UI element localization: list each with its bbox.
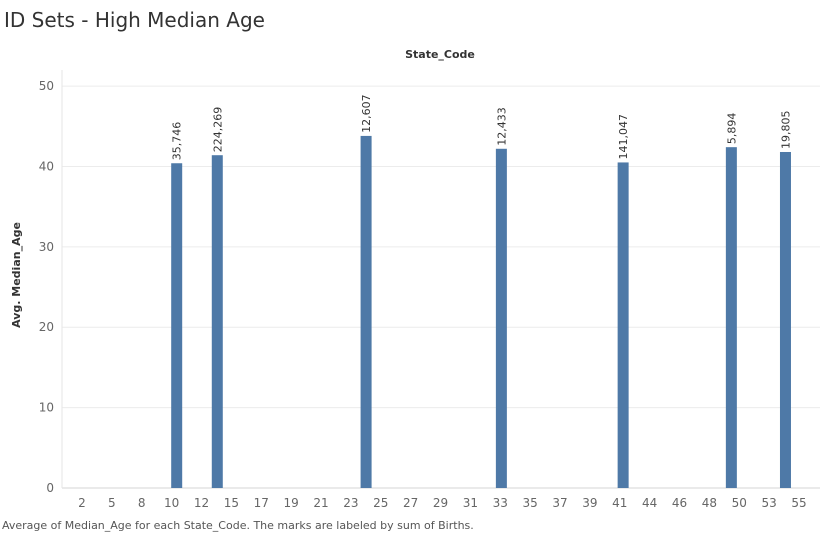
x-tick-label: 35 xyxy=(522,496,537,510)
y-axis-ticks: 0 10 20 30 40 50 xyxy=(39,79,54,495)
x-tick-label: 53 xyxy=(761,496,776,510)
bar-data-label: 12,607 xyxy=(360,94,373,133)
x-tick-label: 50 xyxy=(732,496,747,510)
bar-data-label: 35,746 xyxy=(171,122,184,161)
bar xyxy=(360,135,372,488)
x-tick-label: 12 xyxy=(194,496,209,510)
x-tick-label: 46 xyxy=(672,496,687,510)
x-tick-label: 2 xyxy=(78,496,86,510)
x-tick-label: 19 xyxy=(283,496,298,510)
x-tick-label: 23 xyxy=(343,496,358,510)
bars xyxy=(171,135,791,488)
y-tick-label: 10 xyxy=(39,401,54,415)
x-tick-label: 25 xyxy=(373,496,388,510)
x-tick-label: 37 xyxy=(552,496,567,510)
x-tick-label: 29 xyxy=(433,496,448,510)
y-axis-title: Avg. Median_Age xyxy=(10,222,23,328)
chart-title: ID Sets - High Median Age xyxy=(4,8,265,32)
y-tick-label: 50 xyxy=(39,79,54,93)
x-tick-label: 31 xyxy=(463,496,478,510)
x-tick-label: 5 xyxy=(108,496,116,510)
bar-labels: 35,746 224,269 12,607 12,433 141,047 5,894 19,… xyxy=(171,94,793,160)
bar-data-label: 19,805 xyxy=(779,110,792,149)
y-tick-label: 20 xyxy=(39,320,54,334)
chart-caption: Average of Median_Age for each State_Cod… xyxy=(2,519,474,532)
bar xyxy=(725,147,737,488)
y-tick-label: 40 xyxy=(39,159,54,173)
bar xyxy=(495,148,507,488)
x-tick-label: 33 xyxy=(493,496,508,510)
x-tick-label: 39 xyxy=(582,496,597,510)
gridlines xyxy=(61,70,820,489)
x-axis-ticks: 2 5 8 10 12 15 17 19 21 23 25 27 29 31 33 35 37 39 41 44 46 4… xyxy=(78,496,806,510)
x-tick-label: 15 xyxy=(224,496,239,510)
bar-data-label: 141,047 xyxy=(617,114,630,160)
x-tick-label: 21 xyxy=(313,496,328,510)
bar-data-label: 224,269 xyxy=(211,107,224,153)
bar-data-label: 12,433 xyxy=(495,107,508,146)
bar xyxy=(211,155,223,488)
x-tick-label: 8 xyxy=(138,496,146,510)
column-header: State_Code xyxy=(405,48,475,61)
x-tick-label: 44 xyxy=(642,496,657,510)
x-tick-label: 27 xyxy=(403,496,418,510)
bar xyxy=(171,163,183,488)
x-tick-label: 17 xyxy=(254,496,269,510)
x-tick-label: 41 xyxy=(612,496,627,510)
bar-data-label: 5,894 xyxy=(725,113,738,145)
x-tick-label: 48 xyxy=(702,496,717,510)
y-tick-label: 0 xyxy=(46,481,54,495)
x-tick-label: 10 xyxy=(164,496,179,510)
y-tick-label: 30 xyxy=(39,240,54,254)
bar xyxy=(779,151,791,488)
x-tick-label: 55 xyxy=(791,496,806,510)
bar xyxy=(617,162,629,488)
